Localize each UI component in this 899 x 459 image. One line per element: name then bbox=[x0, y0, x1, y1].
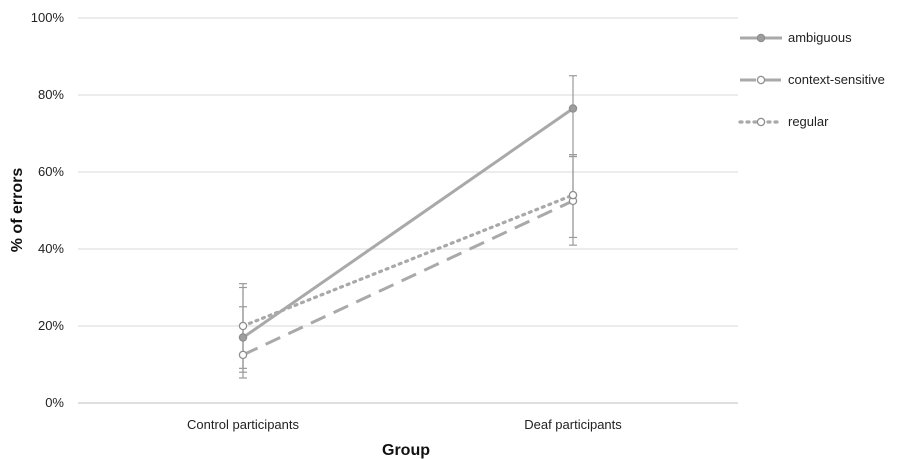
legend-label: ambiguous bbox=[788, 30, 852, 45]
error-bar bbox=[569, 75, 577, 156]
x-tick-label: Deaf participants bbox=[524, 417, 622, 432]
y-tick-label: 40% bbox=[38, 241, 64, 256]
data-point-context-sensitive bbox=[238, 350, 248, 360]
data-point-ambiguous bbox=[238, 333, 248, 342]
y-tick-label: 100% bbox=[31, 10, 65, 25]
data-point-regular bbox=[238, 321, 248, 331]
legend-label: context-sensitive bbox=[788, 72, 885, 87]
x-axis-title: Group bbox=[382, 442, 430, 459]
data-points bbox=[238, 104, 578, 360]
legend-marker-context-sensitive bbox=[756, 75, 766, 85]
y-axis-title: % of errors bbox=[9, 168, 26, 253]
legend-item: context-sensitive bbox=[740, 72, 885, 87]
legend-item: ambiguous bbox=[740, 30, 852, 45]
y-tick-label: 80% bbox=[38, 87, 64, 102]
legend-item: regular bbox=[738, 114, 829, 129]
series-line-context-sensitive bbox=[242, 199, 574, 357]
y-tick-label: 60% bbox=[38, 164, 64, 179]
y-axis-ticks: 0% 20% 40% 60% 80% 100% bbox=[31, 10, 65, 410]
data-point-regular bbox=[568, 190, 578, 200]
series-line-regular bbox=[241, 193, 575, 328]
legend-marker-regular bbox=[756, 117, 766, 127]
legend-marker-ambiguous bbox=[756, 33, 766, 43]
x-tick-label: Control participants bbox=[187, 417, 299, 432]
series-line-ambiguous bbox=[242, 107, 574, 339]
x-axis-ticks: Control participants Deaf participants bbox=[187, 417, 622, 432]
data-point-ambiguous bbox=[568, 104, 578, 113]
y-tick-label: 0% bbox=[45, 395, 64, 410]
y-tick-label: 20% bbox=[38, 318, 64, 333]
series-lines bbox=[241, 107, 575, 357]
gridlines bbox=[78, 17, 738, 404]
legend: ambiguous context-sensitive regular bbox=[738, 30, 885, 129]
legend-label: regular bbox=[788, 114, 829, 129]
